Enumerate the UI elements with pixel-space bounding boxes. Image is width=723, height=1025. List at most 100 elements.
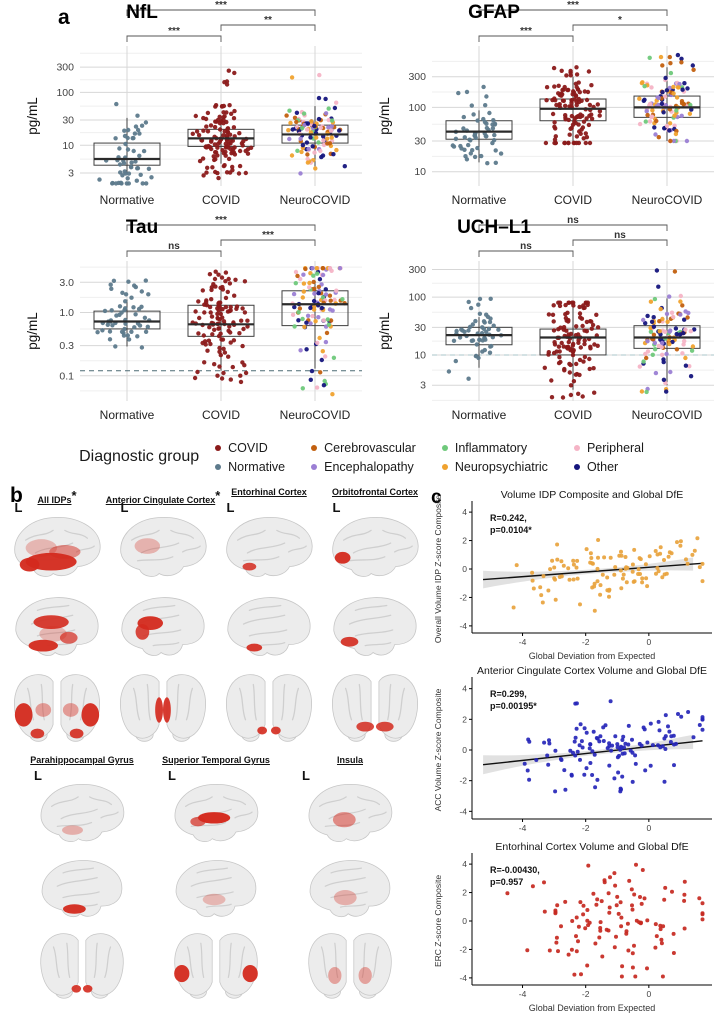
highlighted-region [197,812,231,824]
highlighted-region [246,643,263,652]
x-category-label: Normative [100,408,155,422]
lateral-brain-view [332,517,419,577]
highlighted-region [69,728,84,739]
y-tick-label: 100 [408,292,426,304]
sig-label: *** [262,230,274,241]
medial-brain-view [175,860,257,918]
highlighted-region [190,816,206,827]
frontal-brain-view [120,674,206,742]
x-category-label: COVID [202,408,240,422]
x-category-label: NeuroCOVID [631,408,702,422]
legend-dot-encephalopathy [311,463,318,470]
brain-column-superior-temporal-gyrus: Superior Temporal Gyrus L [160,755,272,1004]
highlighted-region [202,893,226,906]
lateral-brain-view [40,784,125,842]
y-tick-label: 0 [462,916,467,926]
x-tick-label: -2 [581,823,589,833]
highlighted-region [82,985,93,993]
y-tick-label: 4 [462,684,467,694]
legend-item-inflammatory: Inflammatory [441,441,548,455]
y-tick-label: 0.1 [59,370,74,382]
highlighted-region [19,557,40,572]
plot-title: NfL [126,2,158,23]
y-tick-label: 0 [462,745,467,755]
y-tick-label: 3 [68,167,74,179]
legend-dot-covid [215,444,222,451]
left-hemisphere-label: L [226,500,235,515]
highlighted-region [81,703,100,727]
x-category-label: NeuroCOVID [280,193,351,207]
brain-column-anterior-cingulate-cortex: Anterior Cingulate Cortex* L [106,487,220,748]
x-axis-label: Global Deviation from Expected [528,651,655,661]
y-tick-label: 2 [462,714,467,724]
confidence-band [482,557,693,589]
legend-dot-neuropsychiatric [441,463,448,470]
biomarker-plots-section: *** ** *** 3 10 30 100 300 Normative COVID NeuroCO… [24,0,723,428]
highlighted-region [328,966,342,985]
highlighted-region [30,728,45,739]
volume-idp-composite-and-global-dfe-scatter: -4 -2 0 2 4 -4 -2 0 Volume IDP Composite and Glo… [433,489,712,661]
y-tick-label: 300 [56,62,74,74]
highlighted-region [174,965,190,983]
legend-title: Diagnostic group [79,448,200,465]
y-axis-label: Overall Volume IDP Z-score Composite [433,495,443,643]
left-hemisphere-label: L [120,500,129,515]
legend-label: COVID [228,440,268,455]
y-axis-label: ERC Z-score Composite [433,875,443,967]
brain-column-parahippocampal-gyrus: Parahippocampal Gyrus L [26,755,138,1004]
highlighted-region [134,538,161,554]
uch-l1-plot: ns ns ns 3 10 30 100 300 Normative COVID NeuroCOVI… [377,215,714,422]
lateral-brain-view [120,517,207,577]
tau-plot: *** *** ns 0.1 0.3 1.0 3.0 Normative COVID NeuroC… [25,215,362,422]
frontal-brain-view [308,933,392,999]
brain-region-title: Insula [336,755,363,765]
legend-item-other: Other [573,460,644,474]
x-tick-label: -4 [518,989,526,999]
correlation-annotation: R=-0.00430, p=0.957 [490,865,540,887]
legend-dot-cerebrovascular [311,444,318,451]
legend-label: Normative [228,459,286,474]
y-tick-label: -2 [459,776,467,786]
highlighted-region [14,703,33,727]
x-category-label: NeuroCOVID [631,193,702,207]
x-tick-label: -2 [581,637,589,647]
brain-row-2: Parahippocampal Gyrus L Superior Temporal … [0,755,432,1004]
legend-label: Peripheral [586,440,644,455]
regression-line [482,562,703,581]
highlighted-region [62,703,79,717]
sig-label: *** [168,26,180,37]
y-tick-label: 4 [462,507,467,517]
x-axis-label: Global Deviation from Expected [528,1003,655,1013]
frontal-brain-view [40,933,124,999]
brain-region-title: Anterior Cingulate Cortex* [105,488,221,505]
lateral-brain-view [308,784,393,842]
y-tick-label: 300 [408,264,426,276]
highlighted-region [135,624,150,640]
frontal-brain-view [226,674,312,742]
brain-region-title: Superior Temporal Gyrus [162,755,270,765]
x-category-label: COVID [202,193,240,207]
highlighted-region [242,965,258,983]
sig-label: *** [215,0,227,11]
x-category-label: NeuroCOVID [280,408,351,422]
x-category-label: Normative [451,193,506,207]
scatter-title: Volume IDP Composite and Global DfE [500,489,682,501]
y-tick-label: 1.0 [59,307,74,319]
highlighted-region [356,721,375,732]
y-tick-label: 30 [414,322,426,334]
legend-item-peripheral: Peripheral [573,440,644,455]
y-axis-label: pg/mL [377,312,392,350]
medial-brain-view [227,597,311,656]
scatter-title: Entorhinal Cortex Volume and Global DfE [495,841,688,853]
left-hemisphere-label: L [34,768,42,783]
x-category-label: COVID [553,408,591,422]
y-tick-label: 30 [414,136,426,148]
highlighted-region [49,545,81,559]
medial-brain-view [41,860,123,918]
y-tick-label: 2 [462,888,467,898]
highlighted-region [39,626,67,642]
y-tick-label: 10 [62,140,74,152]
medial-brain-view [121,597,205,656]
y-tick-label: -4 [459,973,467,983]
